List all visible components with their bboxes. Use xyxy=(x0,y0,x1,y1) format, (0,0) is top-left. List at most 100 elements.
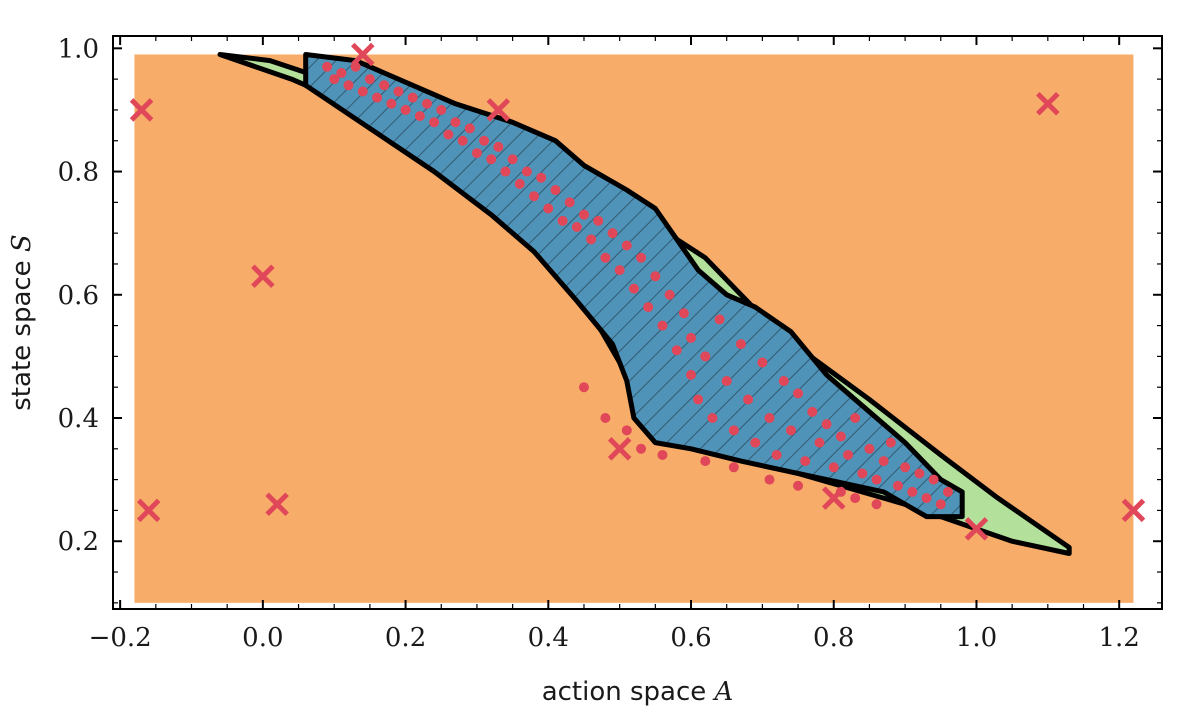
point-dot xyxy=(721,376,732,387)
point-dot xyxy=(607,228,618,239)
point-dot xyxy=(707,413,718,423)
point-dot xyxy=(757,357,768,368)
point-dot xyxy=(421,98,432,109)
point-dot xyxy=(578,382,589,393)
point-dot xyxy=(771,449,782,460)
point-dot xyxy=(600,252,611,263)
point-dot xyxy=(643,302,654,313)
point-cross xyxy=(265,492,289,517)
point-dot xyxy=(892,480,903,491)
point-dot xyxy=(379,80,390,91)
x-tick-label: −0.2 xyxy=(89,623,152,653)
point-dot xyxy=(778,376,789,387)
point-dot xyxy=(743,394,754,405)
point-cross xyxy=(821,486,846,510)
point-dot xyxy=(935,499,946,510)
point-dot xyxy=(735,339,746,350)
point-dot xyxy=(671,345,682,356)
y-tick-label: 1.0 xyxy=(58,34,99,64)
point-dot xyxy=(835,431,846,442)
point-cross xyxy=(964,517,989,541)
point-dot xyxy=(550,185,561,196)
point-dot xyxy=(543,203,554,214)
point-dot xyxy=(814,437,825,448)
point-cross xyxy=(486,98,511,122)
point-dot xyxy=(557,215,568,226)
point-dot xyxy=(686,332,697,343)
plot-layer xyxy=(129,42,1146,603)
point-dot xyxy=(443,129,454,140)
point-dot xyxy=(600,413,611,423)
point-dot xyxy=(457,135,468,146)
point-dot xyxy=(878,456,889,467)
plot-frame xyxy=(112,35,1163,610)
point-dot xyxy=(728,462,739,473)
point-dot xyxy=(693,394,704,405)
point-dot xyxy=(764,474,775,485)
point-dot xyxy=(793,388,804,399)
point-dot xyxy=(785,425,796,436)
point-dot xyxy=(700,456,711,467)
y-tick-label: 0.8 xyxy=(58,158,99,188)
point-dot xyxy=(372,92,383,103)
point-dot xyxy=(942,486,953,497)
point-dot xyxy=(750,437,761,448)
point-dot xyxy=(657,449,668,460)
point-dot xyxy=(921,493,932,504)
point-dot xyxy=(900,462,911,473)
point-dot xyxy=(885,437,896,448)
point-dot xyxy=(914,468,925,479)
point-dot xyxy=(571,222,582,232)
point-dot xyxy=(486,154,497,165)
point-dot xyxy=(386,98,397,109)
point-dot xyxy=(586,234,597,245)
point-dot xyxy=(864,443,875,454)
point-dot xyxy=(407,92,418,103)
point-dot xyxy=(928,474,939,485)
point-dot xyxy=(850,493,861,504)
x-tick-label: 0.4 xyxy=(528,623,569,653)
y-tick-label: 0.2 xyxy=(58,527,99,557)
point-dot xyxy=(636,443,647,454)
x-tick-label: 0.2 xyxy=(385,623,426,653)
y-tick-label: 0.4 xyxy=(58,404,99,434)
point-dot xyxy=(821,419,832,430)
point-dot xyxy=(843,449,854,460)
y-tick-label: 0.6 xyxy=(58,281,99,311)
point-dot xyxy=(657,320,668,331)
point-cross xyxy=(136,498,161,523)
point-dot xyxy=(678,308,689,319)
data-points xyxy=(129,42,1146,541)
point-dot xyxy=(471,148,482,159)
point-dot xyxy=(507,154,518,165)
x-tick-label: 1.2 xyxy=(1099,623,1140,653)
point-dot xyxy=(686,369,697,380)
point-dot xyxy=(479,135,490,146)
x-tick-label: 0.0 xyxy=(242,623,283,653)
point-dot xyxy=(728,425,739,436)
axis-ticks xyxy=(113,36,1162,609)
point-cross xyxy=(350,42,375,67)
point-dot xyxy=(621,240,632,251)
point-cross xyxy=(1121,498,1146,523)
x-tick-label: 0.6 xyxy=(670,623,711,653)
point-dot xyxy=(800,456,811,467)
point-dot xyxy=(536,172,547,183)
point-dot xyxy=(564,197,575,208)
point-cross xyxy=(129,98,154,122)
point-dot xyxy=(628,283,639,294)
point-cross xyxy=(607,437,632,461)
point-dot xyxy=(336,67,347,78)
point-dot xyxy=(514,178,525,189)
point-dot xyxy=(828,462,839,473)
point-dot xyxy=(500,166,511,177)
point-dot xyxy=(614,265,625,276)
x-tick-label: 0.8 xyxy=(813,623,854,653)
x-tick-label: 1.0 xyxy=(956,623,997,653)
point-dot xyxy=(357,86,368,97)
region-inner-safe-outline xyxy=(303,52,965,520)
point-dot xyxy=(414,111,425,122)
point-dot xyxy=(529,191,540,202)
point-dot xyxy=(322,61,333,72)
